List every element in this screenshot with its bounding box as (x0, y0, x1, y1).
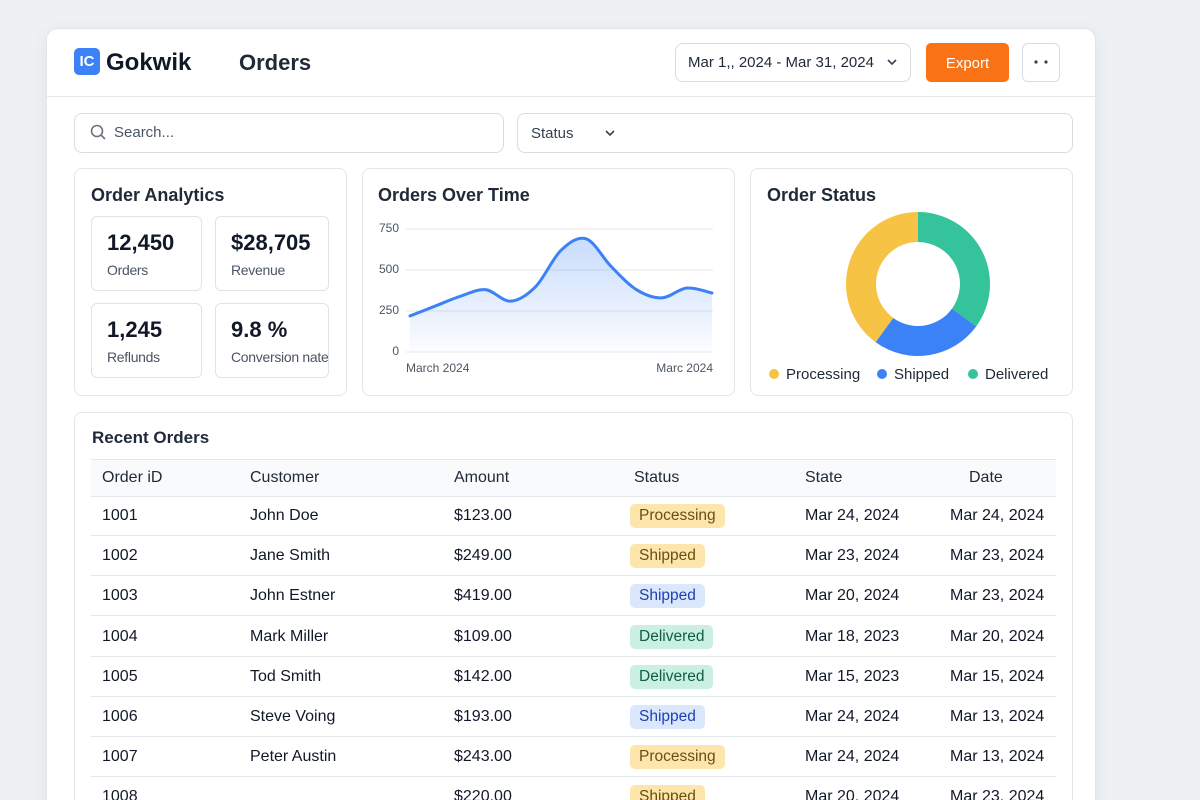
more-button[interactable] (1022, 43, 1060, 82)
status-dropdown-label[interactable]: Status (531, 125, 574, 142)
table-cell: 1003 (102, 587, 138, 605)
table-cell: 1004 (102, 627, 138, 645)
stat-value: 1,245 (107, 317, 163, 342)
table-cell: Mar 15, 2024 (950, 667, 1045, 685)
table-cell: Peter Austin (250, 748, 337, 766)
status-badge: Delivered (630, 624, 714, 649)
stat-value: 12,450 (107, 230, 175, 255)
table-cell: John Estner (250, 587, 336, 605)
column-header: Status (634, 469, 680, 486)
stat-value: $28,705 (231, 230, 311, 255)
table-cell: Mar 13, 2024 (950, 748, 1045, 766)
column-header: Order iD (102, 469, 163, 486)
table-cell: Mar 20, 2024 (950, 627, 1045, 645)
page-title: Orders (239, 50, 312, 75)
date-picker[interactable] (675, 43, 911, 82)
table-cell: Mar 23, 2024 (950, 547, 1045, 565)
date-range[interactable]: Mar 1,, 2024 - Mar 31, 2024 (688, 54, 874, 71)
status-badge: Delivered (630, 664, 714, 689)
header-divider (47, 96, 1095, 97)
logo-text[interactable]: Gokwik (106, 49, 192, 76)
row-divider (91, 535, 1056, 536)
table-cell: $243.00 (454, 748, 512, 766)
table-cell: $249.00 (454, 547, 512, 565)
table-cell: $123.00 (454, 507, 512, 524)
table-cell: Mar 24, 2024 (805, 507, 900, 524)
column-header: Customer (250, 469, 320, 486)
chart-title: Orders Over Time (378, 185, 530, 205)
stat-label: Orders (107, 262, 148, 278)
table-cell: Mar 18, 2023 (805, 627, 900, 645)
stat-box (91, 216, 202, 291)
stat-box (215, 216, 329, 291)
table-cell: $220.00 (454, 788, 512, 800)
table-cell: Jane Smith (250, 547, 331, 565)
status-badge: Shipped (630, 785, 705, 800)
status-badge: Shipped (630, 584, 705, 609)
stat-label: Conversion nate (231, 349, 329, 365)
stat-value: 9.8 % (231, 317, 288, 342)
table-header (91, 459, 1056, 497)
table-cell: Tod Smith (250, 667, 322, 685)
column-header: Amount (454, 469, 510, 486)
table-title: Recent Orders (92, 428, 210, 447)
stat-box (91, 303, 202, 378)
status-badge: Processing (630, 504, 725, 528)
table-cell: $419.00 (454, 587, 512, 605)
stat-label: Reflunds (107, 349, 160, 365)
table-cell: $109.00 (454, 627, 512, 645)
table-cell: Mar 20, 2024 (805, 587, 900, 605)
stat-box (215, 303, 329, 378)
table-cell: Mar 24, 2024 (805, 748, 900, 766)
table-cell: 1001 (102, 507, 138, 524)
row-divider (91, 615, 1056, 616)
search-box[interactable] (74, 113, 504, 153)
table-cell: Mar 23, 2024 (950, 587, 1045, 605)
stat-label: Revenue (231, 262, 285, 278)
table-cell: Mar 24, 2024 (950, 507, 1045, 524)
table-cell: $193.00 (454, 708, 512, 725)
row-divider (91, 736, 1056, 737)
row-divider (91, 656, 1056, 657)
table-cell: Mar 23, 2024 (805, 547, 900, 565)
export-label[interactable]: Export (945, 55, 990, 72)
row-divider (91, 696, 1056, 697)
table-cell: Mar 24, 2024 (805, 708, 900, 725)
status-badge: Shipped (630, 544, 705, 569)
table-cell: 1002 (102, 547, 138, 565)
card-title: Order Analytics (91, 185, 225, 205)
table-cell: Mar 13, 2024 (950, 708, 1045, 725)
table-cell: 1007 (102, 748, 138, 766)
column-header: Date (969, 469, 1003, 486)
row-divider (91, 575, 1056, 576)
table-cell: Mar 23, 2024 (950, 788, 1045, 800)
status-dropdown[interactable] (517, 113, 1073, 153)
status-badge: Processing (630, 745, 725, 770)
chart-title: Order Status (767, 185, 877, 205)
table-cell: Mark Miller (250, 627, 329, 645)
table-cell: $142.00 (454, 667, 512, 685)
row-divider (91, 776, 1056, 777)
logo-icon[interactable]: IC (74, 48, 100, 75)
table-cell: 1008 (102, 788, 138, 800)
table-cell: John Doe (250, 507, 319, 524)
table-cell: 1005 (102, 667, 138, 685)
table-cell: Mar 20, 2024 (805, 788, 900, 800)
column-header: State (805, 469, 843, 486)
table-cell: Steve Voing (250, 708, 336, 725)
export-button[interactable] (926, 43, 1009, 82)
status-badge: Shipped (630, 705, 705, 729)
search-placeholder[interactable]: Search... (114, 124, 175, 141)
table-cell: Mar 15, 2023 (805, 667, 900, 685)
table-cell: 1006 (102, 708, 138, 725)
